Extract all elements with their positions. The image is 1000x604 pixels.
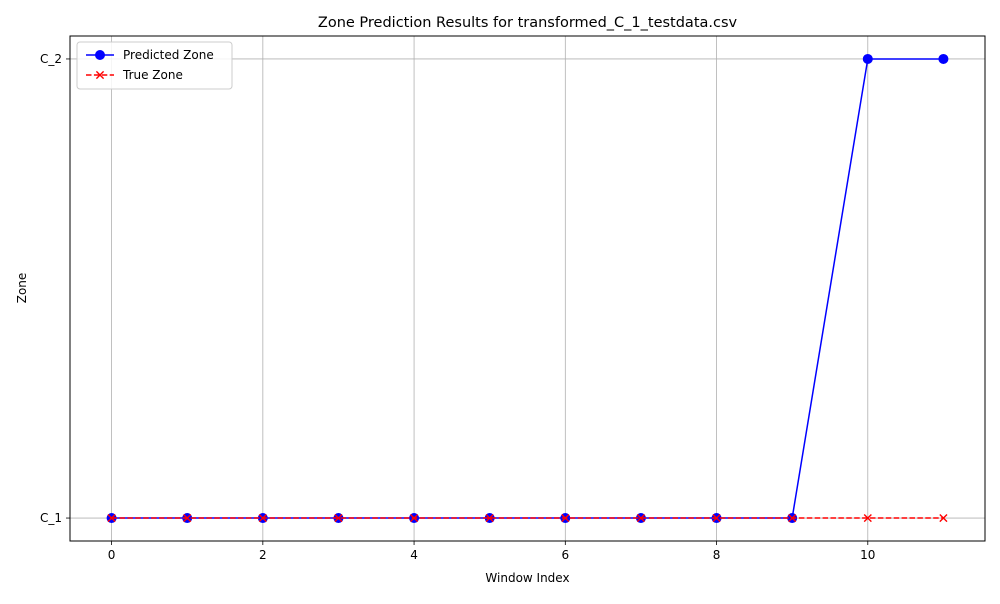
x-tick-label: 4: [410, 548, 418, 562]
x-tick-label: 0: [108, 548, 116, 562]
x-tick-label: 10: [860, 548, 875, 562]
axes-layer: 0 2 4 6 8 10 C_1 C_2: [40, 52, 875, 562]
data-point-circle: [862, 53, 873, 64]
data-point-x: [788, 513, 797, 523]
data-point-circle: [938, 53, 949, 64]
data-point-x: [183, 513, 192, 523]
legend-marker-x: [95, 70, 105, 80]
data-point-x: [561, 513, 570, 523]
legend-label: True Zone: [122, 68, 183, 82]
x-tick-label: 6: [561, 548, 569, 562]
x-tick-label: 2: [259, 548, 267, 562]
y-tick-label: C_1: [40, 511, 62, 525]
data-point-x: [863, 513, 872, 523]
chart-legend: Predicted Zone True Zone: [76, 41, 233, 90]
data-point-x: [258, 513, 267, 523]
plot-area-frame: [69, 35, 986, 542]
x-axis-label: Window Index: [485, 571, 569, 585]
chart-title: Zone Prediction Results for transformed_…: [318, 15, 738, 31]
data-point-x: [939, 513, 948, 523]
data-point-x: [485, 513, 494, 523]
y-tick-label: C_2: [40, 52, 62, 66]
legend-marker-circle: [95, 50, 105, 60]
series-true-zone: [107, 513, 948, 523]
data-point-x: [107, 513, 116, 523]
y-axis-label: Zone: [15, 273, 29, 304]
legend-box: [76, 41, 233, 90]
legend-label: Predicted Zone: [123, 48, 214, 62]
data-point-x: [712, 513, 721, 523]
data-point-x: [334, 513, 343, 523]
data-point-x: [409, 513, 419, 523]
data-point-x: [636, 513, 646, 523]
series-layer: [106, 53, 949, 524]
x-tick-label: 8: [713, 548, 721, 562]
